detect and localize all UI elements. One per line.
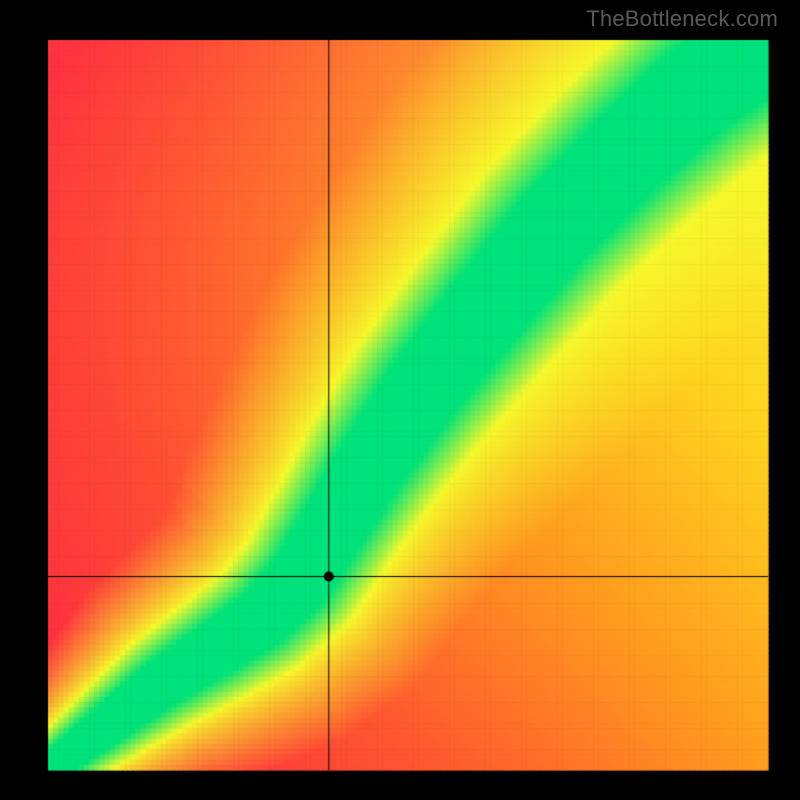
chart-container: TheBottleneck.com: [0, 0, 800, 800]
attribution-label: TheBottleneck.com: [586, 6, 778, 32]
heatmap-canvas: [0, 0, 800, 800]
